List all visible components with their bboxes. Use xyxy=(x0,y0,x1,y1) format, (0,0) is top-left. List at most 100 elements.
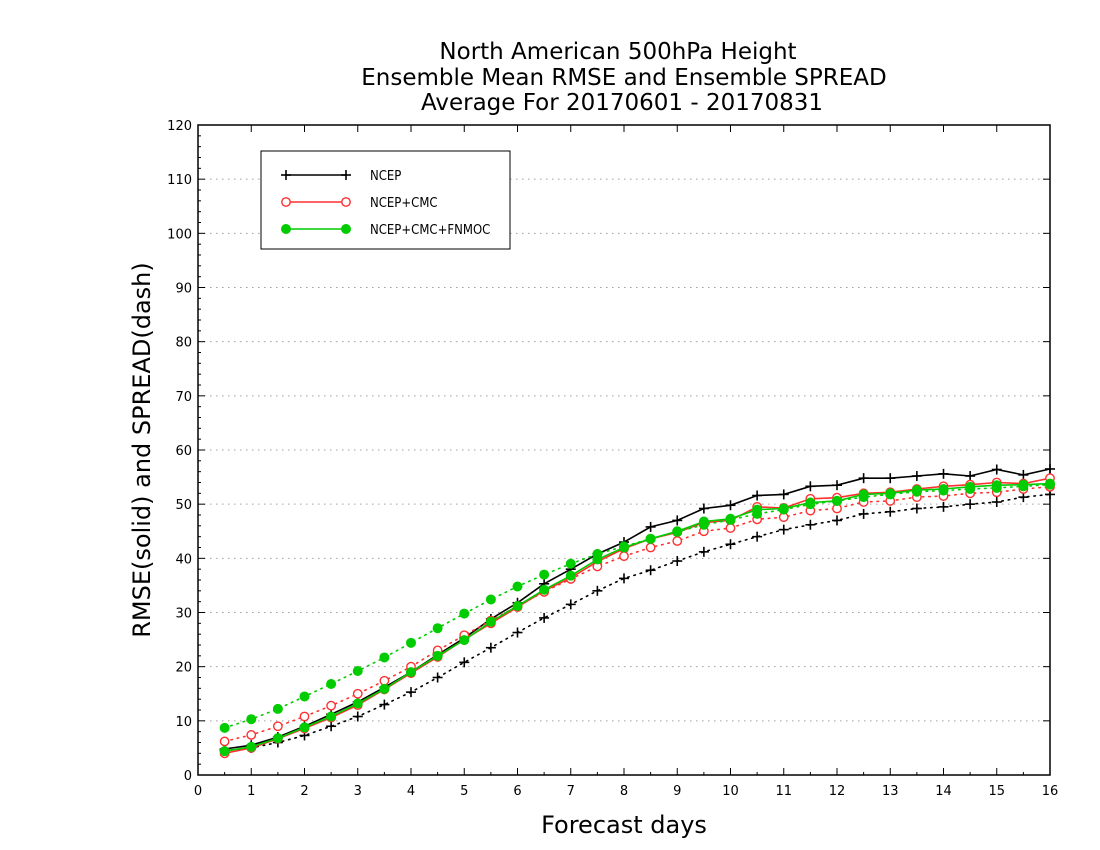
series-ncep-cmc-fnmoc-spread xyxy=(219,479,1055,733)
series-ncep-spread-point-28 xyxy=(965,499,976,510)
series-ncep-cmc-fnmoc-spread-line xyxy=(223,483,1051,729)
series-ncep-cmc-fnmoc-rmse-point-12 xyxy=(539,584,550,595)
y-tick-label-80: 80 xyxy=(175,336,192,351)
series-ncep-cmc-fnmoc-rmse-point-5 xyxy=(352,698,363,709)
series-ncep-cmc-spread-point-4 xyxy=(326,700,337,711)
series-ncep-cmc-spread-point-16 xyxy=(645,542,656,553)
series-ncep-rmse-point-23 xyxy=(832,480,842,491)
series-ncep-cmc-fnmoc-rmse-point-6 xyxy=(379,683,390,694)
series-ncep-cmc-spread-point-17 xyxy=(672,536,683,546)
series-ncep-spread-point-10 xyxy=(485,642,496,653)
series-ncep-cmc-spread-point-0 xyxy=(219,736,230,747)
series-ncep-cmc-fnmoc-spread-point-3 xyxy=(299,691,310,702)
legend-box xyxy=(260,150,511,250)
series-ncep-cmc-fnmoc-spread-point-15 xyxy=(619,541,629,552)
legend-label-ncep-cmc: NCEP+CMC xyxy=(370,196,438,211)
series-ncep-cmc-fnmoc-rmse-point-0 xyxy=(219,746,230,757)
series-ncep-rmse-point-27 xyxy=(938,468,949,479)
x-tick-label-9: 9 xyxy=(673,784,681,799)
series-ncep-cmc-fnmoc-spread-point-24 xyxy=(858,492,869,503)
series-ncep-cmc-fnmoc-spread-point-20 xyxy=(752,508,763,519)
series-ncep-rmse-point-25 xyxy=(885,473,896,484)
series-ncep-rmse-point-28 xyxy=(965,471,976,481)
series-ncep-cmc-fnmoc-spread-point-23 xyxy=(832,495,842,506)
series-ncep-cmc-fnmoc-spread-point-11 xyxy=(512,581,523,592)
series-ncep-cmc-fnmoc-spread-point-21 xyxy=(778,504,789,515)
x-tick-label-13: 13 xyxy=(882,784,899,799)
series-ncep-rmse-line xyxy=(224,468,1051,750)
series-ncep-cmc-fnmoc-spread-point-22 xyxy=(805,499,816,510)
x-tick-label-4: 4 xyxy=(407,784,415,799)
x-tick-label-5: 5 xyxy=(460,784,468,799)
series-ncep-spread xyxy=(219,489,1055,756)
series-ncep-cmc-fnmoc-rmse-point-9 xyxy=(459,635,470,646)
series-ncep-rmse-point-18 xyxy=(698,503,709,514)
series-ncep-spread-point-16 xyxy=(645,565,656,576)
series-ncep-cmc-fnmoc-spread-point-0 xyxy=(219,722,230,733)
x-tick-label-0: 0 xyxy=(194,784,202,799)
series-ncep-cmc-spread-point-15 xyxy=(619,551,629,562)
series-ncep-cmc-fnmoc-spread-point-26 xyxy=(911,486,922,497)
y-tick-label-90: 90 xyxy=(175,282,192,297)
series-ncep-cmc-fnmoc-spread-point-13 xyxy=(565,558,576,569)
series-ncep-spread-point-9 xyxy=(459,657,470,668)
series-ncep-cmc-fnmoc-spread-point-18 xyxy=(698,519,709,530)
series-ncep-spread-point-12 xyxy=(539,612,550,623)
series-ncep-cmc-fnmoc-spread-point-12 xyxy=(539,569,550,580)
series-ncep-spread-point-22 xyxy=(805,519,816,530)
series-ncep-cmc-rmse xyxy=(219,473,1055,759)
series-ncep-cmc-spread-point-5 xyxy=(352,688,363,699)
legend-marker-start-ncep-cmc xyxy=(281,197,291,207)
y-tick-label-50: 50 xyxy=(175,498,192,513)
series-ncep-cmc-fnmoc-spread-point-8 xyxy=(432,623,443,634)
series-ncep-spread-point-19 xyxy=(725,539,736,550)
chart-title-line-1: North American 500hPa Height xyxy=(439,39,796,65)
series-ncep-cmc-spread-point-2 xyxy=(272,721,283,732)
x-tick-label-12: 12 xyxy=(829,784,846,799)
y-tick-label-30: 30 xyxy=(175,607,192,622)
series-ncep-spread-point-5 xyxy=(352,711,363,722)
series-ncep-cmc-fnmoc-rmse-point-3 xyxy=(299,722,310,733)
series-ncep-spread-point-24 xyxy=(858,508,869,519)
series-ncep-spread-point-11 xyxy=(512,627,523,638)
y-tick-label-100: 100 xyxy=(167,227,192,242)
series-ncep-cmc-fnmoc-spread-point-9 xyxy=(459,608,470,619)
series-ncep-spread-point-17 xyxy=(672,556,683,567)
y-tick-label-0: 0 xyxy=(184,769,192,784)
series-ncep-cmc-fnmoc-spread-point-16 xyxy=(645,533,656,544)
series-ncep-rmse-point-30 xyxy=(1018,469,1029,480)
series-ncep-cmc-fnmoc-spread-point-1 xyxy=(246,714,257,725)
grid xyxy=(198,178,1050,722)
series-ncep-rmse-point-31 xyxy=(1045,463,1055,474)
series-ncep-cmc-fnmoc-spread-point-10 xyxy=(485,594,496,605)
series-ncep-cmc-spread-line xyxy=(223,485,1051,743)
plot-frame xyxy=(197,124,1051,776)
series-ncep-cmc-spread-point-3 xyxy=(299,711,310,722)
series-ncep-rmse-point-16 xyxy=(645,521,656,532)
series-ncep-cmc-fnmoc-spread-point-4 xyxy=(326,679,337,689)
series-layer xyxy=(219,463,1055,759)
series-ncep-cmc-spread xyxy=(219,481,1055,747)
x-tick-label-3: 3 xyxy=(354,784,362,799)
series-ncep-cmc-fnmoc-spread-point-31 xyxy=(1045,479,1055,490)
series-ncep-cmc-fnmoc-rmse-point-8 xyxy=(432,650,443,661)
y-tick-label-110: 110 xyxy=(167,173,192,188)
legend-marker-end-ncep-cmc xyxy=(341,197,351,207)
series-ncep-cmc-rmse-line xyxy=(224,477,1051,755)
x-axis-label: Forecast days xyxy=(541,811,707,839)
series-ncep-cmc-fnmoc-spread-point-28 xyxy=(965,484,976,494)
chart-title-line-2: Ensemble Mean RMSE and Ensemble SPREAD xyxy=(361,65,886,91)
legend-marker-end-ncep-cmc-fnmoc xyxy=(341,224,351,234)
series-ncep-cmc-fnmoc-spread-point-14 xyxy=(592,549,603,559)
series-ncep-spread-point-4 xyxy=(326,721,337,732)
series-ncep-cmc-fnmoc-rmse-point-11 xyxy=(512,601,523,611)
x-tick-label-15: 15 xyxy=(988,784,1005,799)
series-ncep-rmse-point-19 xyxy=(725,500,736,511)
x-tick-label-1: 1 xyxy=(247,784,255,799)
legend-label-ncep-cmc-fnmoc: NCEP+CMC+FNMOC xyxy=(370,223,490,238)
series-ncep-rmse-point-17 xyxy=(672,515,683,526)
legend-label-ncep: NCEP xyxy=(370,169,401,184)
y-tick-label-10: 10 xyxy=(175,715,192,730)
series-ncep-spread-point-15 xyxy=(619,573,629,584)
